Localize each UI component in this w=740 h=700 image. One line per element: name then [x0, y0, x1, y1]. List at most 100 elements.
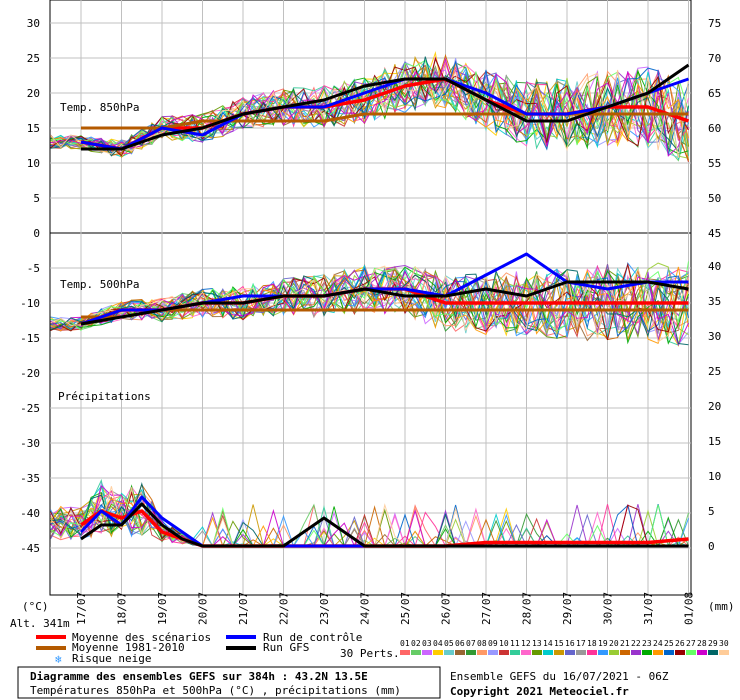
- pert-id-label: 28: [697, 639, 707, 648]
- legend-label-perts: 30 Perts.: [340, 647, 400, 660]
- pert-id-label: 25: [664, 639, 674, 648]
- pert-id-label: 05: [444, 639, 454, 648]
- y-tick-label-left: -30: [20, 437, 40, 450]
- pert-id-label: 15: [554, 639, 564, 648]
- y-tick-label-right: 70: [708, 52, 721, 65]
- x-tick-label: 01/08: [683, 592, 696, 625]
- chart-title: Diagramme des ensembles GEFS sur 384h : …: [30, 670, 368, 683]
- pert-swatch: [609, 650, 619, 655]
- x-tick-label: 29/07: [561, 592, 574, 625]
- pert-swatch: [565, 650, 575, 655]
- series-line-t500: [80, 280, 689, 326]
- x-tick-label: 27/07: [480, 592, 493, 625]
- pert-swatch: [543, 650, 553, 655]
- pert-id-label: 08: [477, 639, 487, 648]
- pert-swatch: [576, 650, 586, 655]
- y-tick-label-left: 10: [27, 157, 40, 170]
- pert-swatch: [675, 650, 685, 655]
- pert-swatch: [510, 650, 520, 655]
- pert-id-label: 18: [587, 639, 597, 648]
- x-tick-label: 24/07: [359, 592, 372, 625]
- axis-tick-labels: 302520151050-5-10-15-20-25-30-35-40-4575…: [20, 17, 721, 625]
- x-tick-label: 26/07: [440, 592, 453, 625]
- pert-swatch: [422, 650, 432, 655]
- pert-swatch: [411, 650, 421, 655]
- x-tick-label: 28/07: [521, 592, 534, 625]
- y-tick-label-left: -15: [20, 332, 40, 345]
- y-tick-label-left: -35: [20, 472, 40, 485]
- y-tick-label-right: 60: [708, 122, 721, 135]
- pert-id-label: 01: [400, 639, 410, 648]
- pert-id-label: 19: [598, 639, 608, 648]
- pert-swatch: [708, 650, 718, 655]
- pert-id-label: 29: [708, 639, 718, 648]
- legend-label-clim: Moyenne 1981-2010: [72, 641, 185, 654]
- panel-label-t500: Temp. 500hPa: [60, 278, 139, 291]
- pert-swatch: [598, 650, 608, 655]
- series-line-precip: [80, 502, 689, 548]
- pert-swatch: [719, 650, 729, 655]
- x-tick-label: 18/07: [116, 592, 129, 625]
- panel-label-precip: Précipitations: [58, 390, 151, 403]
- pert-swatch: [697, 650, 707, 655]
- x-tick-label: 19/07: [156, 592, 169, 625]
- title-box: [17, 666, 441, 699]
- y-tick-label-right: 5: [708, 505, 715, 518]
- y-tick-label-left: -45: [20, 542, 40, 555]
- pert-id-label: 26: [675, 639, 685, 648]
- pert-swatch: [477, 650, 487, 655]
- pert-id-label: 24: [653, 639, 663, 648]
- pert-id-label: 09: [488, 639, 498, 648]
- pert-id-label: 23: [642, 639, 652, 648]
- y-tick-label-right: 0: [708, 540, 715, 553]
- x-tick-label: 23/07: [318, 592, 331, 625]
- pert-id-label: 27: [686, 639, 696, 648]
- y-tick-label-left: 20: [27, 87, 40, 100]
- pert-swatch: [686, 650, 696, 655]
- legend-pert-swatches: 01 02 03 04 05 06 07 08 09 10 11 12 13 14 15 16 17 18 19 20…: [400, 639, 729, 655]
- pert-id-label: 12: [521, 639, 531, 648]
- pert-id-label: 14: [543, 639, 553, 648]
- y-tick-label-right: 40: [708, 260, 721, 273]
- y-tick-label-right: 15: [708, 435, 721, 448]
- pert-id-label: 17: [576, 639, 586, 648]
- y-tick-label-right: 10: [708, 470, 721, 483]
- y-tick-label-right: 65: [708, 87, 721, 100]
- y-tick-label-left: 25: [27, 52, 40, 65]
- pert-swatch: [631, 650, 641, 655]
- x-tick-label: 30/07: [602, 592, 615, 625]
- pert-swatch: [554, 650, 564, 655]
- x-tick-label: 17/07: [75, 592, 88, 625]
- pert-swatch: [587, 650, 597, 655]
- y-tick-label-left: 5: [33, 192, 40, 205]
- pert-id-label: 13: [532, 639, 542, 648]
- series-line-t850: [81, 63, 690, 151]
- pert-line-29: [50, 56, 689, 157]
- x-tick-label: 25/07: [399, 592, 412, 625]
- pert-id-label: 30: [719, 639, 729, 648]
- y-tick-label-left: 15: [27, 122, 40, 135]
- copyright: Copyright 2021 Meteociel.fr: [450, 685, 629, 698]
- y-tick-label-right: 25: [708, 365, 721, 378]
- pert-id-label: 03: [422, 639, 432, 648]
- pert-swatch: [499, 650, 509, 655]
- y-tick-label-right: 55: [708, 157, 721, 170]
- pert-swatch: [444, 650, 454, 655]
- legend-label-gfs: Run GFS: [263, 641, 309, 654]
- y-tick-label-right: 75: [708, 17, 721, 30]
- pert-swatch: [521, 650, 531, 655]
- left-unit-label: (°C): [22, 600, 49, 613]
- pert-line-26: [50, 262, 689, 341]
- pert-swatch: [433, 650, 443, 655]
- legend-label-snow: Risque neige: [72, 652, 151, 665]
- pert-id-label: 20: [609, 639, 619, 648]
- pert-swatch: [620, 650, 630, 655]
- right-unit-label: (mm): [708, 600, 735, 613]
- snowflake-icon: ❄: [55, 653, 62, 666]
- pert-id-label: 06: [455, 639, 465, 648]
- pert-swatch: [532, 650, 542, 655]
- pert-id-label: 21: [620, 639, 630, 648]
- pert-id-label: 04: [433, 639, 443, 648]
- x-tick-label: 20/07: [197, 592, 210, 625]
- x-tick-label: 22/07: [278, 592, 291, 625]
